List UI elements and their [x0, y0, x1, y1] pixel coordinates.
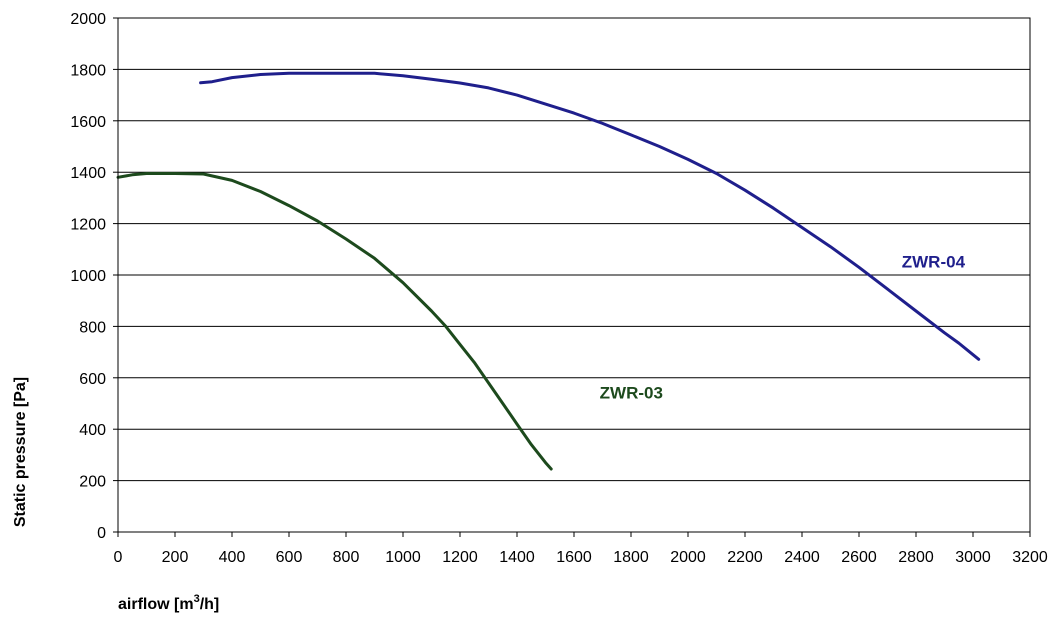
y-tick-label: 1800: [70, 62, 106, 79]
x-tick-label: 1400: [499, 549, 535, 566]
series-label-zwr-03: ZWR-03: [600, 383, 663, 402]
y-tick-label: 600: [79, 371, 106, 388]
x-tick-label: 2800: [898, 549, 934, 566]
x-tick-label: 2000: [670, 549, 706, 566]
x-axis-ticks: 0 200 400 600 800 1000 1200 1400 1600 1800 2000 220…: [114, 532, 1048, 566]
x-tick-label: 3200: [1012, 549, 1048, 566]
x-axis-title-main: airflow [m: [118, 596, 194, 613]
x-axis-title-suffix: /h]: [200, 596, 220, 613]
x-tick-label: 2200: [727, 549, 763, 566]
x-tick-label: 1800: [613, 549, 649, 566]
x-tick-label: 1600: [556, 549, 592, 566]
y-tick-label: 1200: [70, 217, 106, 234]
y-tick-label: 800: [79, 319, 106, 336]
series-line-zwr-04: [199, 71, 981, 361]
y-tick-label: 1000: [70, 268, 106, 285]
y-tick-label: 200: [79, 474, 106, 491]
series-layer: [116, 71, 981, 471]
y-tick-label: 1400: [70, 165, 106, 182]
y-tick-label: 2000: [70, 11, 106, 28]
x-tick-label: 800: [333, 549, 360, 566]
series-label-zwr-04: ZWR-04: [902, 252, 966, 271]
y-tick-label: 1600: [70, 114, 106, 131]
gridlines: [118, 68, 1030, 482]
x-tick-label: 400: [219, 549, 246, 566]
x-tick-label: 2600: [841, 549, 877, 566]
x-tick-label: 200: [162, 549, 189, 566]
series-labels: ZWR-04 ZWR-03: [600, 252, 966, 402]
x-tick-label: 0: [114, 549, 123, 566]
series-line-zwr-03: [116, 172, 553, 471]
y-tick-label: 0: [97, 525, 106, 542]
x-tick-label: 1000: [385, 549, 421, 566]
x-axis-title-superscript: 3: [194, 593, 200, 605]
x-axis-title: airflow [m3/h]: [118, 593, 219, 613]
x-tick-label: 3000: [955, 549, 991, 566]
y-tick-label: 400: [79, 422, 106, 439]
x-tick-label: 600: [276, 549, 303, 566]
y-axis-ticks: 0 200 400 600 800 1000 1200 1400 1600 1800 2000: [70, 11, 118, 542]
x-tick-label: 1200: [442, 549, 478, 566]
x-tick-label: 2400: [784, 549, 820, 566]
y-axis-title: Static pressure [Pa]: [12, 377, 29, 527]
